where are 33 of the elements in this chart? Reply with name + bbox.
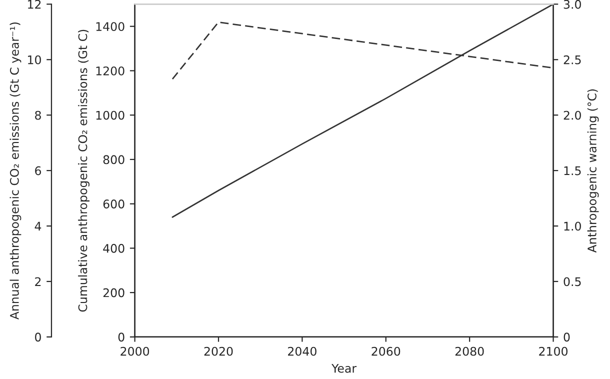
line-series — [172, 4, 554, 218]
y2-tick-label: 2.0 — [564, 110, 581, 120]
y2-tick-label: 0.5 — [564, 277, 581, 286]
y-tick-label: 200 — [103, 288, 124, 298]
y-tick-label: 1400 — [96, 22, 124, 32]
y2-tick-label: 0 — [564, 332, 570, 342]
y2-tick-label: 1.0 — [564, 222, 581, 231]
y2-axis-title: Anthropogenic warning (°C) — [587, 89, 599, 253]
y-tick-label: 800 — [103, 155, 124, 164]
x-tick-label: 2100 — [539, 346, 568, 356]
x-tick-label: 2020 — [204, 346, 233, 356]
y-tick-label: 400 — [103, 244, 124, 253]
y2-tick-label: 2.5 — [564, 55, 581, 64]
y-tick-label: 1200 — [96, 66, 124, 76]
y2-tick-label: 3.0 — [564, 0, 581, 9]
y3-axis-title: Annual anthropogenic CO₂ emissions (Gt C year⁻¹) — [10, 22, 22, 320]
y-tick-label: 600 — [103, 200, 124, 208]
y-axis-title: Cumulative anthropogenic CO₂ emissions (Gt C) — [78, 30, 90, 312]
x-tick-label: 2060 — [372, 346, 400, 356]
y3-tick-label: 10 — [28, 55, 41, 64]
y3-tick-label: 2 — [35, 277, 41, 286]
y-tick-label: 1000 — [96, 110, 124, 120]
y-tick-label: 0 — [118, 332, 124, 342]
y3-tick-label: 4 — [34, 222, 42, 230]
y2-tick-label: 1.5 — [564, 166, 581, 176]
y3-tick-label: 0 — [35, 332, 41, 342]
x-tick-label: 2080 — [455, 346, 484, 356]
y3-tick-label: 12 — [28, 0, 41, 9]
y3-tick-label: 8 — [35, 110, 41, 120]
x-axis-title: Year — [332, 364, 357, 373]
x-tick-label: 2040 — [288, 346, 316, 356]
x-tick-label: 2000 — [120, 346, 150, 356]
y3-tick-label: 6 — [35, 166, 42, 176]
